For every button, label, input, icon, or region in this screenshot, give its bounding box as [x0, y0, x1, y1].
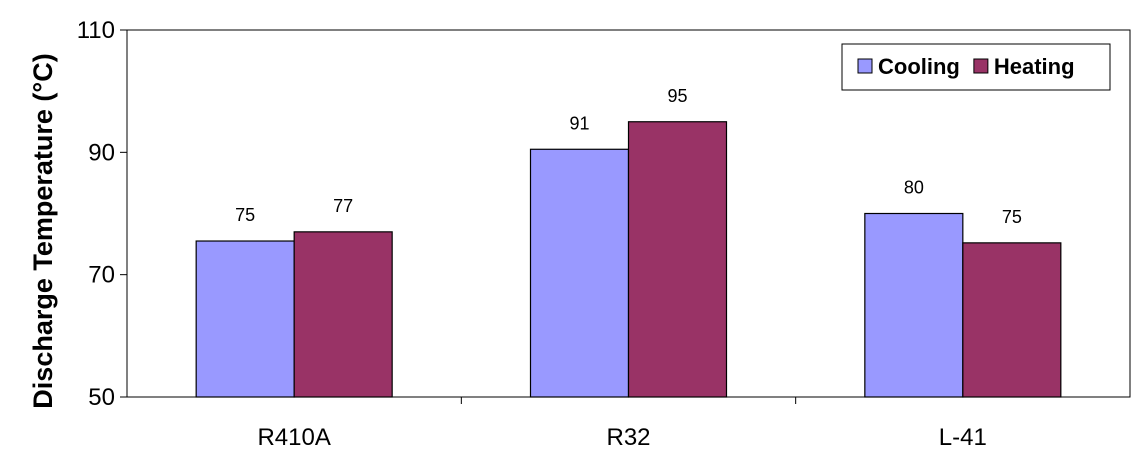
data-label: 75 — [1002, 207, 1022, 227]
legend-label: Cooling — [878, 54, 960, 79]
legend-label: Heating — [994, 54, 1075, 79]
y-tick-label: 110 — [77, 17, 115, 44]
legend-swatch — [857, 58, 873, 74]
bar-cooling-l-41 — [864, 212, 964, 398]
y-axis-title: Discharge Temperature (°C) — [28, 53, 58, 408]
bar-cooling-r410a — [195, 240, 295, 398]
y-tick-label: 90 — [88, 139, 115, 166]
data-label: 91 — [569, 113, 589, 133]
y-axis: 50 70 90 110 — [77, 17, 127, 411]
legend-swatch — [973, 58, 989, 74]
bars: 75 91 80 77 95 75 — [195, 86, 1062, 398]
data-label: 75 — [235, 205, 255, 225]
y-tick-label: 50 — [88, 384, 115, 411]
data-label: 95 — [667, 86, 687, 106]
legend: Cooling Heating — [841, 43, 1111, 91]
bar-heating-r410a — [293, 231, 393, 398]
y-tick-label: 70 — [88, 262, 115, 289]
x-tick-label: R410A — [257, 424, 330, 451]
x-tick-label: R32 — [606, 424, 650, 451]
bar-heating-l-41 — [962, 242, 1062, 398]
bar-cooling-r32 — [529, 148, 630, 398]
plot-area — [126, 29, 1131, 398]
bar-heating-r32 — [627, 121, 728, 398]
data-label: 77 — [333, 196, 353, 216]
legend-box — [841, 43, 1111, 91]
x-tick-label: L-41 — [939, 424, 987, 451]
x-axis: R410A R32 L-41 — [257, 397, 987, 451]
data-label: 80 — [904, 178, 924, 198]
